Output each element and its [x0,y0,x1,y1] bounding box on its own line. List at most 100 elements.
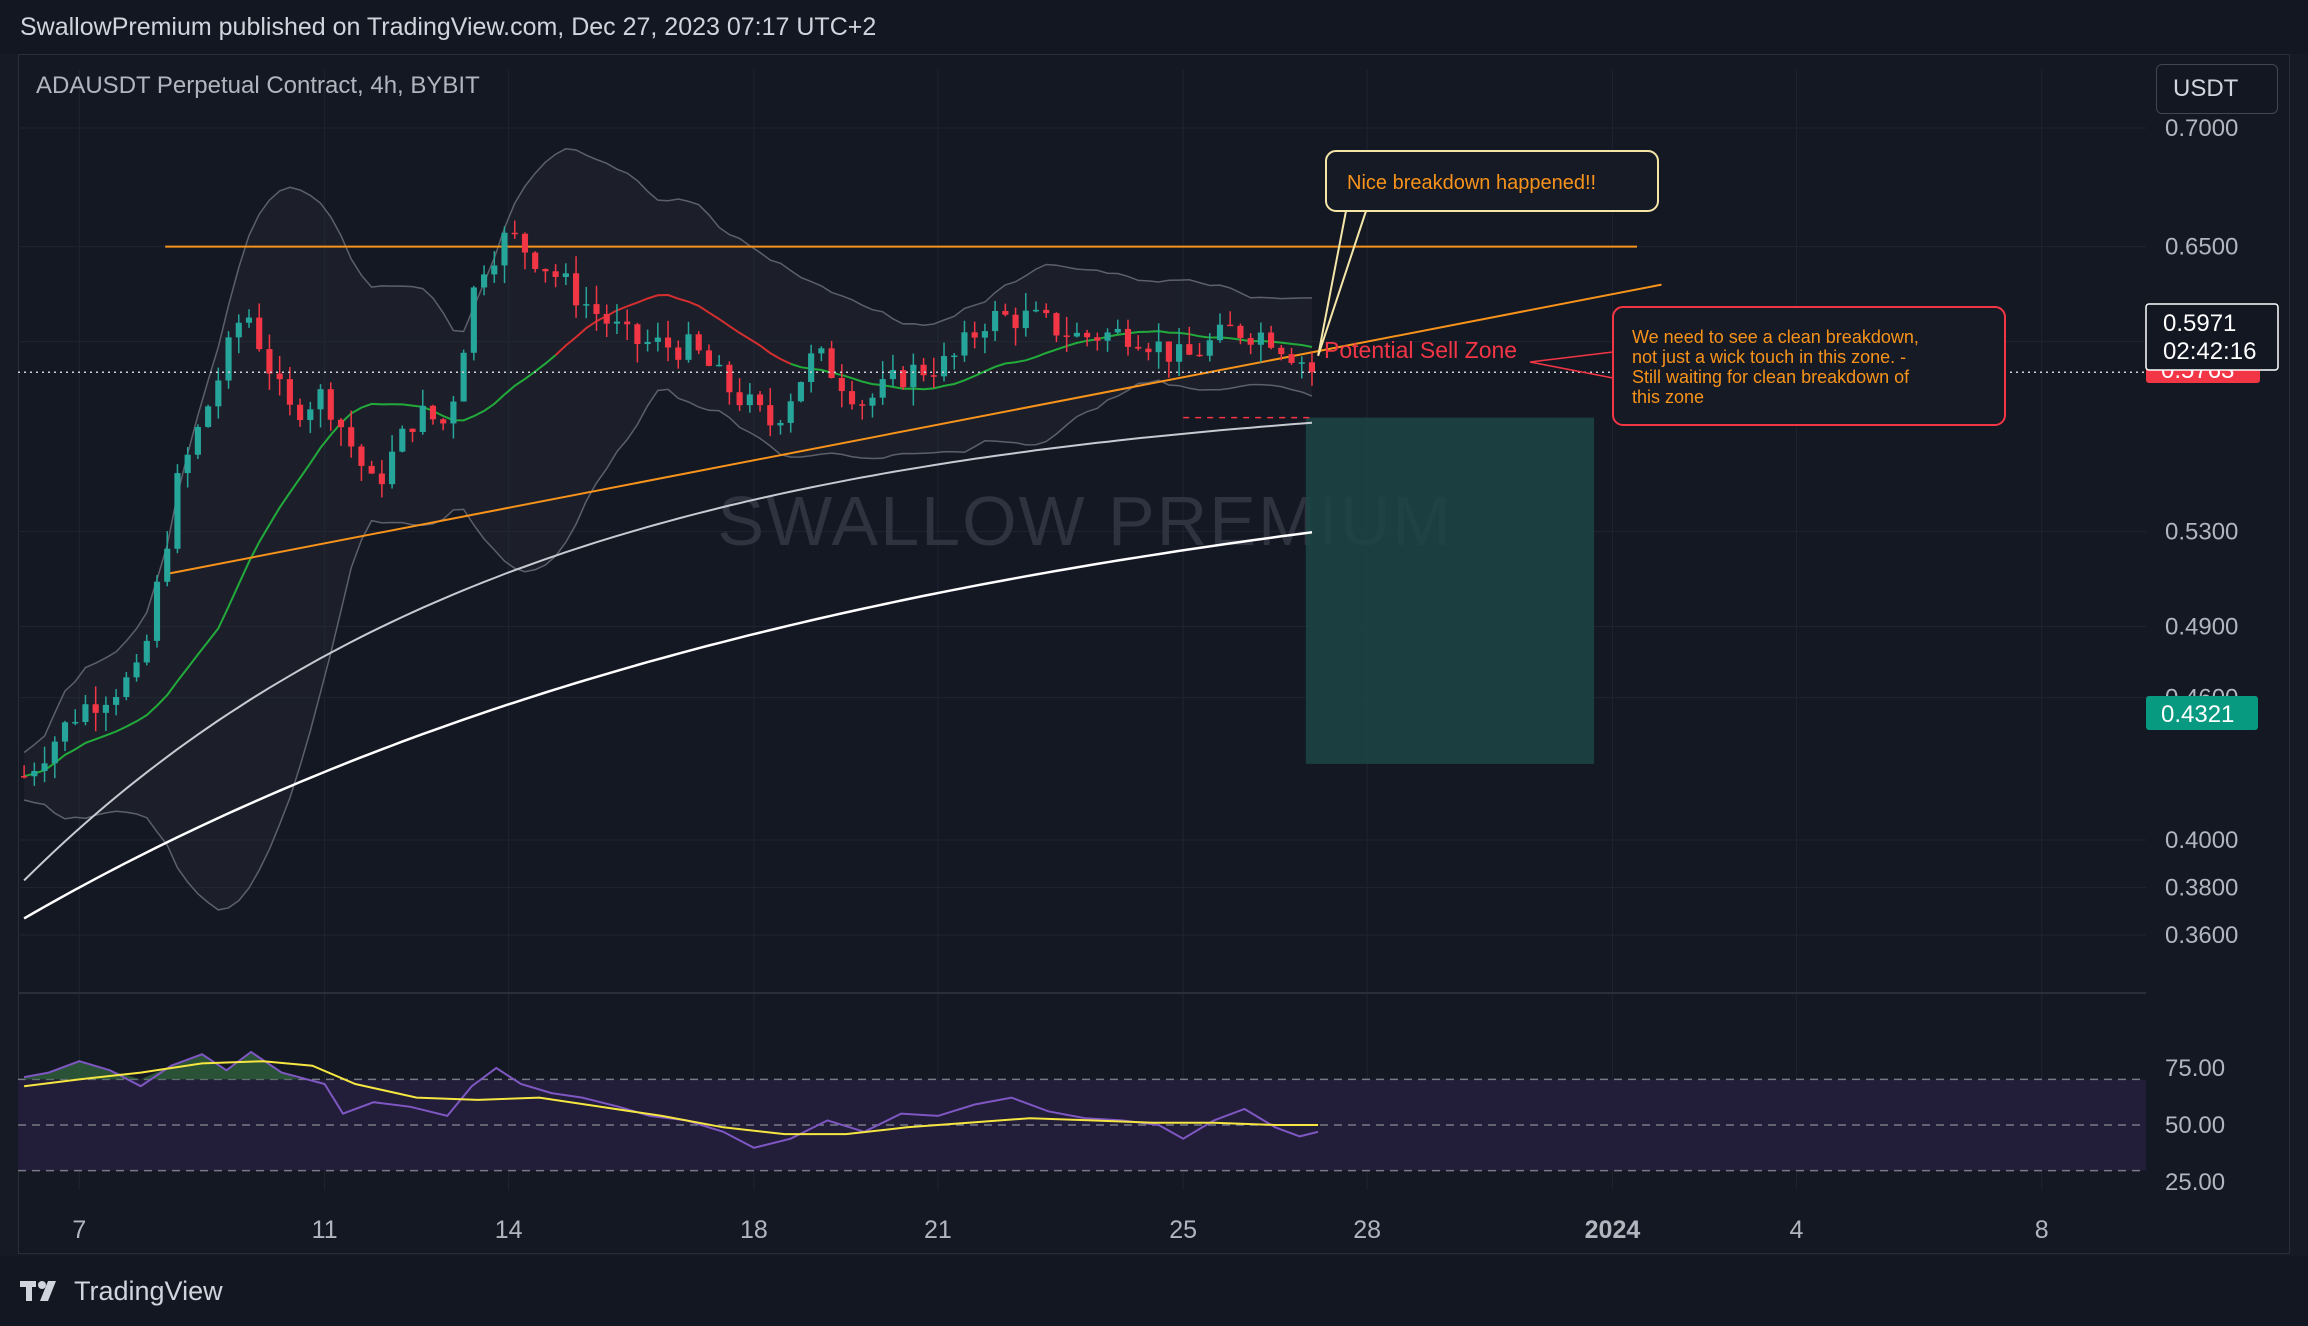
candle-body [1104,332,1111,341]
breakdown-note-callout[interactable]: We need to see a clean breakdown, not ju… [1529,306,2006,426]
oscillator-axis[interactable]: 75.00 50.00 25.00 [2165,1055,2225,1196]
candle-body [1002,310,1009,315]
candle-body [532,252,539,269]
candle-body [818,348,825,354]
chart-frame[interactable] [18,54,2290,1254]
candle-body [41,763,48,771]
breakdown-callout[interactable]: Nice breakdown happened!! [1317,150,1659,357]
price-tick-label: 0.4000 [2165,827,2238,854]
candle-body [1206,340,1213,356]
candle-body [981,331,988,338]
candle-body [440,419,447,424]
candle-body [491,265,498,275]
price-tick-label: 0.5300 [2165,519,2238,546]
candle-body [1073,332,1080,337]
note-line-2: not just a wick touch in this zone. - [1632,347,1906,367]
candlestick-series [21,220,1316,786]
ma-20-down [554,293,792,365]
time-tick-label: 11 [312,1216,338,1244]
candle-body [1186,344,1193,355]
breakdown-callout-box [1325,150,1659,212]
candle-body [307,409,314,421]
candle-body [1298,362,1305,364]
candle-body [572,273,580,306]
oscillator-lines [23,1050,1319,1149]
chart-title: ADAUSDT Perpetual Contract, 4h, BYBIT [36,72,480,99]
bollinger-fill [24,148,1313,910]
candle-body [828,348,835,378]
ma-20-up-late [790,330,1313,391]
candle-body [235,322,242,338]
price-tick-label: 0.6500 [2165,234,2238,261]
note-callout-box [1612,306,2006,426]
candle-body [542,268,549,272]
candle-body [644,341,651,345]
candle-body [501,232,508,266]
time-axis[interactable]: 7 11 14 18 21 25 28 2024 4 8 [72,1216,2048,1244]
grid-lines [18,70,2146,1190]
candle-body [399,428,406,452]
candle-body [736,392,743,406]
candle-body [767,405,774,426]
candle-body [51,741,58,764]
potential-sell-zone-label[interactable]: Potential Sell Zone [1324,337,1517,363]
candle-body [215,380,222,407]
time-tick-label: 25 [1169,1216,1197,1244]
price-tick-label: 0.7000 [2165,115,2238,142]
price-axis[interactable]: 0.70000.65000.61000.53000.49000.46000.40… [2165,115,2238,949]
note-line-3: Still waiting for clean breakdown of [1632,367,1910,387]
candle-body [1227,324,1234,327]
candle-body [205,406,212,427]
candle-body [1155,341,1162,353]
candle-body [184,454,191,474]
candle-body [521,233,529,253]
candle-body [358,446,365,466]
candle-body [777,422,784,426]
currency-selector[interactable]: USDT [2156,64,2278,114]
candle-body [143,640,150,663]
candle-body [1124,328,1132,347]
tradingview-logo-icon [20,1279,62,1303]
candle-body [593,304,600,314]
candle-body [1308,362,1316,373]
candle-body [879,379,886,398]
candle-body [348,427,355,447]
price-tick-label: 0.4900 [2165,613,2238,640]
candle-body [992,310,999,332]
candle-body [409,428,416,432]
candle-body [450,401,457,424]
candle-body [1237,325,1244,339]
candle-body [695,334,702,351]
candle-body [102,704,109,713]
time-tick-label: 8 [2035,1216,2049,1244]
candle-body [256,317,263,350]
candle-body [603,313,610,324]
candle-body [756,394,764,406]
bollinger-lower [23,379,1313,911]
tradingview-brand: TradingView [74,1275,223,1306]
candle-body [583,304,590,306]
support-trendline[interactable] [164,283,1662,576]
candle-body [634,324,641,345]
candle-body [1278,347,1285,355]
candle-body [123,677,130,698]
candle-body [72,721,79,724]
candle-body [378,473,385,485]
candle-body [113,697,120,705]
time-tick-label: 7 [72,1216,86,1244]
note-callout-pointer [1529,351,1614,379]
candle-body [1012,314,1019,329]
oscillator-overbought-fill [24,1052,301,1080]
candle-body [654,337,661,342]
target-price-tag: 0.4321 [2146,696,2258,730]
candle-body [133,662,140,678]
time-tick-label: 21 [924,1216,952,1244]
candle-body [1268,332,1275,348]
candle-body [266,349,273,374]
currency-label: USDT [2173,75,2239,102]
candle-body [470,287,477,353]
candle-body [1216,324,1224,341]
target-zone-box[interactable] [1305,417,1595,764]
publisher-header: SwallowPremium published on TradingView.… [0,0,2308,54]
